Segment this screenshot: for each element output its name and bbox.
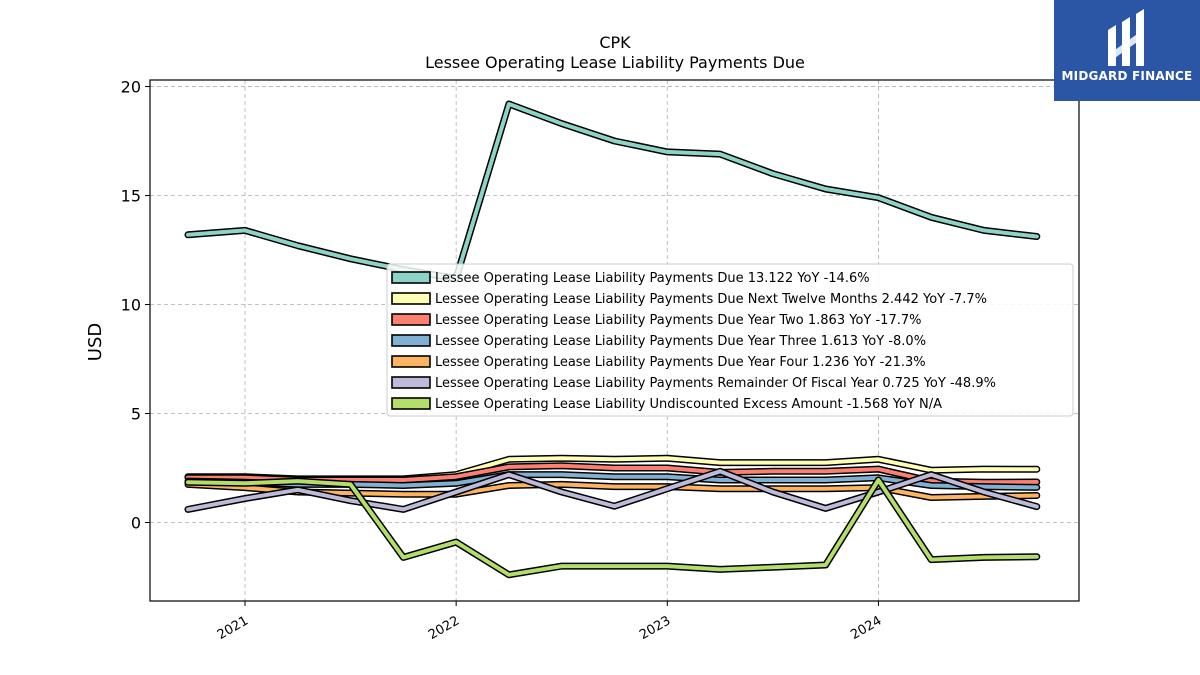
series-line-outline xyxy=(184,100,1041,282)
legend-swatch xyxy=(391,313,431,326)
legend-item: Lessee Operating Lease Liability Payment… xyxy=(391,376,996,391)
legend-swatch xyxy=(391,271,431,284)
legend-label: Lessee Operating Lease Liability Payment… xyxy=(435,334,926,349)
y-tick-label: 20 xyxy=(121,78,141,97)
legend-swatch xyxy=(391,397,431,410)
legend-label: Lessee Operating Lease Liability Payment… xyxy=(435,376,996,391)
y-tick-label: 5 xyxy=(131,405,141,424)
series-line xyxy=(186,469,1039,512)
legend-swatch xyxy=(391,376,431,389)
brand-logo: MIDGARD FINANCE xyxy=(1054,0,1200,101)
y-tick-label: 15 xyxy=(121,187,141,206)
legend-item: Lessee Operating Lease Liability Payment… xyxy=(391,334,926,349)
legend-box xyxy=(386,263,1074,417)
brand-name: MIDGARD FINANCE xyxy=(1061,69,1193,83)
series-line xyxy=(186,482,1039,500)
x-tick-label: 2022 xyxy=(426,613,462,643)
legend-item: Lessee Operating Lease Liability Payment… xyxy=(391,313,921,328)
series-6 xyxy=(184,467,1041,513)
legend-item: Lessee Operating Lease Liability Payment… xyxy=(391,271,870,286)
x-tick-label: 2024 xyxy=(848,613,884,643)
legend-item: Lessee Operating Lease Liability Payment… xyxy=(391,355,926,370)
midgard-logo-icon xyxy=(1108,9,1144,66)
chart-title: CPK xyxy=(599,33,631,52)
legend-label: Lessee Operating Lease Liability Payment… xyxy=(435,292,987,307)
plot-area xyxy=(184,100,1041,579)
legend-swatch xyxy=(391,292,431,305)
series-line xyxy=(186,478,1039,577)
y-tick-label: 10 xyxy=(121,296,141,315)
series-1 xyxy=(184,100,1041,282)
axes-frame xyxy=(149,79,1080,602)
legend: Lessee Operating Lease Liability Payment… xyxy=(386,263,1074,417)
y-axis-ticks: 0 5 10 15 20 xyxy=(121,78,150,533)
series-7 xyxy=(184,476,1041,579)
x-axis-ticks: 2021 2022 2023 2024 xyxy=(215,601,884,643)
legend-label: Lessee Operating Lease Liability Undisco… xyxy=(435,397,942,412)
x-tick-label: 2021 xyxy=(215,613,251,643)
legend-swatch xyxy=(391,355,431,368)
y-axis-label: USD xyxy=(85,323,106,361)
y-tick-label: 0 xyxy=(131,514,141,533)
legend-swatch xyxy=(391,334,431,347)
legend-item: Lessee Operating Lease Liability Payment… xyxy=(391,292,987,307)
legend-label: Lessee Operating Lease Liability Payment… xyxy=(435,271,870,286)
series-line xyxy=(186,102,1039,281)
series-5 xyxy=(184,480,1041,501)
chart-subtitle: Lessee Operating Lease Liability Payment… xyxy=(425,53,805,72)
legend-label: Lessee Operating Lease Liability Payment… xyxy=(435,313,921,328)
x-tick-label: 2023 xyxy=(637,613,673,643)
legend-item: Lessee Operating Lease Liability Undisco… xyxy=(391,397,942,412)
legend-label: Lessee Operating Lease Liability Payment… xyxy=(435,355,926,370)
